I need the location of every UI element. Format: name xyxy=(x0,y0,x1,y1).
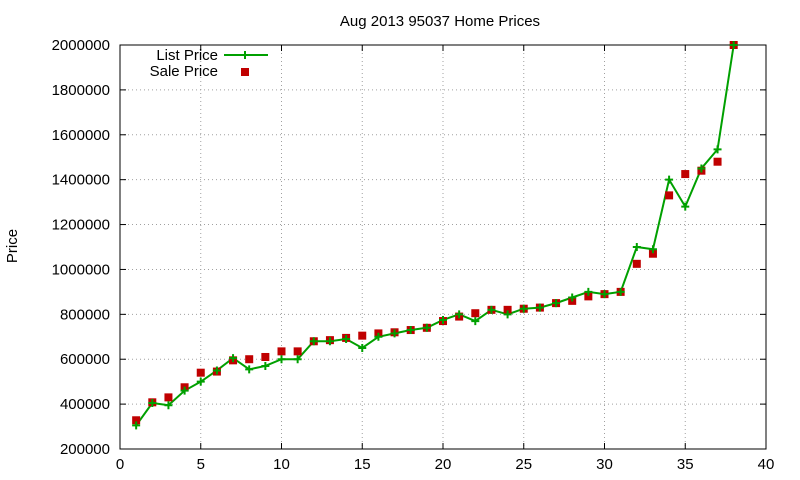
x-tick-label: 20 xyxy=(435,456,452,473)
list-price-point xyxy=(245,365,254,374)
y-tick-label: 600000 xyxy=(60,351,110,368)
legend-label-list-price: List Price xyxy=(156,47,218,64)
list-price-point xyxy=(729,41,738,49)
list-price-point xyxy=(681,202,690,211)
list-price-point xyxy=(568,293,577,302)
list-price-point xyxy=(487,305,496,314)
list-price-point xyxy=(180,386,189,395)
list-price-point xyxy=(422,323,431,332)
sale-price-point xyxy=(632,259,641,268)
axis-ticks: 0 5 10 15 20 25 30 35 40 200000 400000 600000 800000… xyxy=(52,37,775,473)
legend-marker-sale-price xyxy=(241,68,249,76)
sale-price-point xyxy=(164,393,173,402)
y-tick-label: 200000 xyxy=(60,441,110,458)
list-price-point xyxy=(229,354,238,363)
list-price-point xyxy=(196,377,205,386)
list-price-point xyxy=(390,329,399,338)
legend: List Price Sale Price xyxy=(150,47,268,80)
x-tick-label: 25 xyxy=(515,456,532,473)
list-price-point xyxy=(552,299,561,308)
list-price-point xyxy=(212,366,221,375)
x-tick-label: 0 xyxy=(116,456,124,473)
list-price-point xyxy=(374,332,383,341)
list-price-point xyxy=(455,310,464,319)
sale-price-point xyxy=(293,347,302,356)
sale-price-point xyxy=(713,157,722,166)
legend-marker-list-price xyxy=(241,51,249,59)
list-price-point xyxy=(697,164,706,173)
data-series xyxy=(132,41,738,430)
x-tick-label: 5 xyxy=(197,456,205,473)
y-axis-label: Price xyxy=(4,229,21,263)
y-tick-label: 1600000 xyxy=(52,127,110,144)
sale-price-point xyxy=(358,331,367,340)
x-tick-label: 40 xyxy=(758,456,775,473)
x-tick-label: 35 xyxy=(677,456,694,473)
plot-frame xyxy=(119,44,767,450)
list-price-point xyxy=(406,326,415,335)
list-price-point xyxy=(648,245,657,254)
list-price-point xyxy=(471,317,480,326)
x-tick-label: 10 xyxy=(273,456,290,473)
y-tick-label: 2000000 xyxy=(52,37,110,54)
y-tick-label: 800000 xyxy=(60,306,110,323)
list-price-point xyxy=(148,398,157,407)
x-tick-label: 15 xyxy=(354,456,371,473)
grid xyxy=(120,45,766,449)
x-tick-label: 30 xyxy=(596,456,613,473)
list-price-point xyxy=(584,287,593,296)
list-price-point xyxy=(277,355,286,364)
list-price-point xyxy=(632,243,641,251)
list-price-point xyxy=(713,145,722,154)
chart-title: Aug 2013 95037 Home Prices xyxy=(340,13,540,30)
sale-price-point xyxy=(584,292,593,301)
sale-price-point xyxy=(261,352,270,361)
list-price-point xyxy=(132,421,141,430)
sale-price-point xyxy=(648,249,657,258)
list-price-point xyxy=(600,290,609,299)
list-price-point xyxy=(439,315,447,324)
sale-price-point xyxy=(196,368,205,377)
list-price-point xyxy=(325,337,334,346)
list-price-point xyxy=(358,344,367,352)
y-tick-label: 1200000 xyxy=(52,217,110,234)
sale-price-point xyxy=(665,191,674,200)
sale-price-point xyxy=(132,416,141,425)
y-tick-label: 1000000 xyxy=(52,261,110,278)
list-price-point xyxy=(535,303,544,312)
list-price-point xyxy=(293,355,302,364)
legend-label-sale-price: Sale Price xyxy=(150,63,218,80)
sale-price-point xyxy=(681,170,690,179)
y-tick-label: 400000 xyxy=(60,396,110,413)
list-price-point xyxy=(519,304,528,313)
list-price-point xyxy=(665,175,674,184)
list-price-point xyxy=(342,335,351,344)
sale-price-point xyxy=(503,305,512,314)
list-price-point xyxy=(309,337,318,346)
list-price-point xyxy=(616,287,625,296)
list-price-point xyxy=(164,401,173,410)
sale-price-point xyxy=(471,309,480,318)
y-tick-label: 1800000 xyxy=(52,82,110,99)
y-tick-label: 1400000 xyxy=(52,172,110,189)
list-price-point xyxy=(261,361,270,370)
list-price-line xyxy=(135,44,735,427)
sale-price-point xyxy=(245,355,254,364)
sale-price-point xyxy=(277,347,286,356)
list-price-point xyxy=(503,310,512,319)
